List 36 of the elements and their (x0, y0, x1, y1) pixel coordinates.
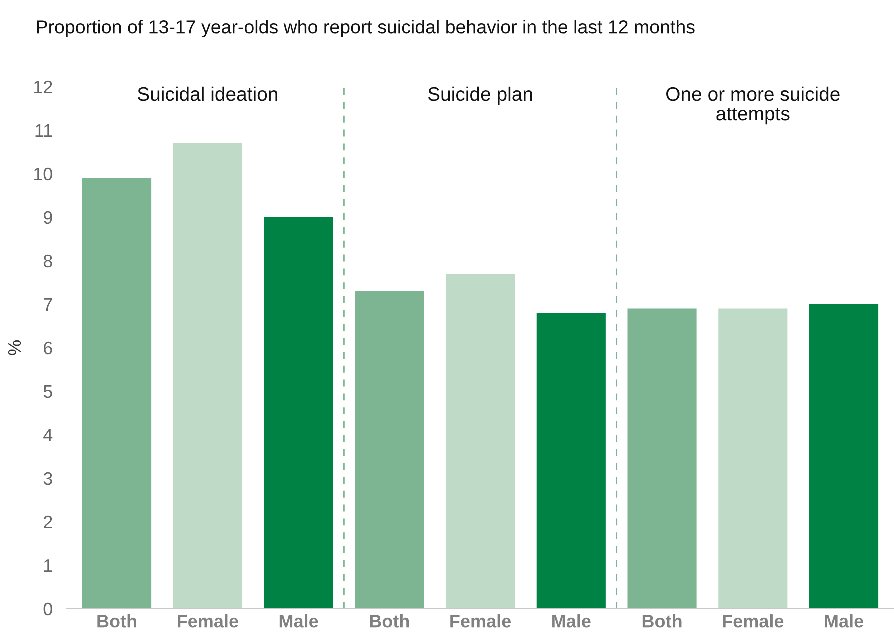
y-tick-label: 8 (44, 254, 52, 268)
annotation: Suicide plan (428, 86, 532, 106)
y-tick-label: 1 (44, 560, 52, 572)
bar (173, 143, 242, 609)
y-tick-label: 0 (44, 602, 52, 616)
annotation: One or more suicide attempts (666, 86, 840, 125)
y-tick-label: 7 (44, 298, 52, 311)
y-tick-label: 2 (44, 516, 52, 528)
bar (536, 313, 606, 609)
x-tick-label: Male (825, 614, 864, 628)
bar (446, 274, 516, 609)
x-tick-label: Female (723, 614, 784, 628)
annotation: Suicidal ideation (138, 86, 278, 102)
x-tick-label: Both (98, 614, 136, 628)
x-tick-label: Female (178, 614, 238, 628)
y-axis-title: % (8, 340, 22, 356)
x-tick-label: Male (552, 614, 591, 628)
chart-title: Proportion of 13-17 year-olds who report suicidal behavior in the last 12 months (37, 20, 695, 38)
x-tick-label: Both (642, 614, 682, 628)
x-tick-label: Both (370, 614, 410, 628)
y-tick-label: 12 (34, 80, 52, 94)
bar (355, 291, 424, 609)
x-tick-label: Female (450, 614, 512, 628)
bar (628, 308, 697, 609)
y-tick-label: 10 (34, 168, 52, 181)
y-tick-label: 5 (44, 386, 52, 398)
x-tick-label: Male (280, 614, 318, 628)
bar (82, 178, 152, 609)
bar (809, 304, 879, 609)
bar (264, 217, 334, 609)
y-tick-label: 9 (44, 211, 52, 224)
y-tick-label: 11 (36, 124, 52, 137)
bar (718, 308, 788, 609)
y-tick-label: 4 (44, 429, 53, 442)
y-tick-label: 3 (44, 472, 52, 486)
y-tick-label: 6 (44, 342, 52, 355)
